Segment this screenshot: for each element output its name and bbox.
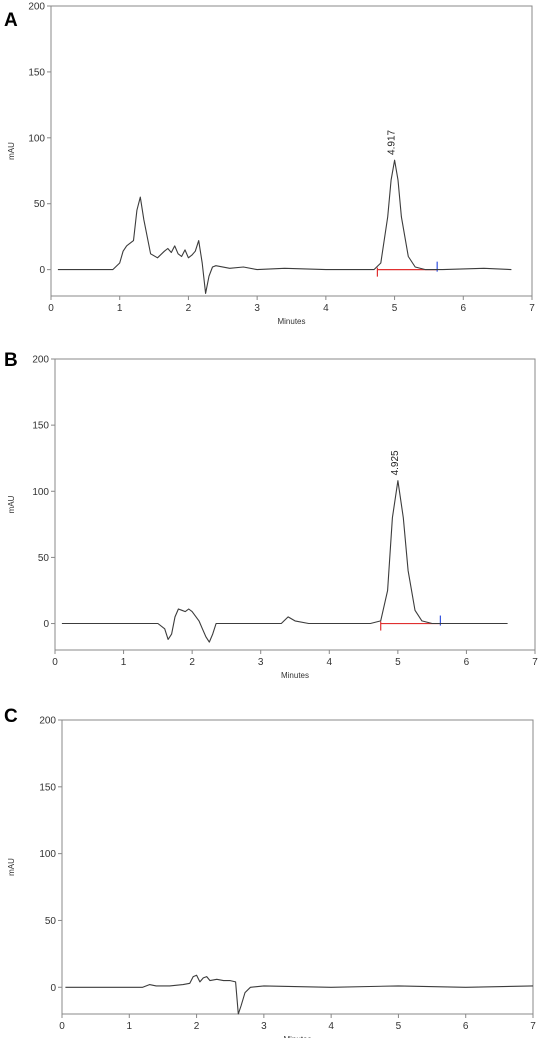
y-tick-label: 100 — [32, 487, 49, 498]
panel-letter: A — [4, 10, 18, 31]
x-tick-label: 1 — [127, 1021, 133, 1032]
x-tick-label: 4 — [328, 1021, 334, 1032]
x-tick-label: 7 — [530, 1021, 536, 1032]
y-tick-label: 200 — [32, 355, 49, 366]
y-tick-label: 150 — [32, 421, 49, 432]
x-tick-label: 5 — [392, 303, 398, 314]
x-axis-label: Minutes — [281, 671, 309, 680]
x-tick-label: 6 — [463, 1021, 469, 1032]
y-tick-label: 200 — [28, 2, 45, 13]
plot-frame — [54, 358, 536, 651]
y-tick-label: 50 — [38, 553, 50, 564]
x-tick-label: 4 — [327, 657, 333, 668]
x-tick-label: 3 — [258, 657, 264, 668]
y-tick-label: 50 — [45, 916, 57, 927]
y-tick-label: 150 — [39, 782, 56, 793]
x-tick-label: 3 — [254, 303, 260, 314]
x-tick-label: 2 — [186, 303, 192, 314]
peak-label: 4.917 — [387, 129, 398, 154]
chromatogram-trace — [65, 974, 534, 1015]
y-tick-label: 100 — [28, 133, 45, 144]
plot-frame — [61, 719, 534, 1015]
x-tick-label: 0 — [59, 1021, 65, 1032]
x-tick-label: 0 — [48, 303, 54, 314]
x-tick-label: 5 — [396, 1021, 402, 1032]
chromatogram-trace — [61, 480, 508, 643]
y-tick-label: 0 — [39, 265, 45, 276]
chart-panel-c: 0 50 100 150 200 0 1 2 3 4 5 6 7 Minutes mAU C — [0, 692, 540, 1038]
y-axis-label: mAU — [7, 858, 16, 876]
x-tick-label: 4 — [323, 303, 329, 314]
chart-svg-c: 0 50 100 150 200 0 1 2 3 4 5 6 7 Minutes mAU — [7, 716, 536, 1038]
x-tick-label: 2 — [194, 1021, 200, 1032]
y-tick-label: 0 — [50, 983, 56, 994]
y-axis-label: mAU — [7, 142, 16, 160]
x-tick-label: 7 — [532, 657, 538, 668]
peak-label: 4.925 — [390, 450, 401, 475]
panel-letter: C — [4, 706, 18, 727]
x-tick-label: 1 — [121, 657, 127, 668]
y-tick-label: 200 — [39, 716, 56, 727]
x-tick-label: 7 — [529, 303, 535, 314]
y-axis-label: mAU — [7, 495, 16, 513]
x-tick-label: 0 — [52, 657, 58, 668]
x-tick-label: 2 — [189, 657, 195, 668]
x-tick-label: 5 — [395, 657, 401, 668]
y-tick-label: 50 — [34, 199, 46, 210]
x-tick-label: 6 — [461, 303, 467, 314]
x-axis-label: Minutes — [283, 1035, 311, 1038]
chart-panel-b: 0 50 100 150 200 0 1 2 3 4 5 6 7 Minutes mAU 4.925 B — [0, 346, 540, 692]
chart-panel-a: 0 50 100 150 200 0 1 2 3 4 5 6 7 Minutes mAU 4.917 A — [0, 0, 540, 346]
x-axis-label: Minutes — [277, 317, 305, 326]
plot-frame — [50, 5, 533, 297]
y-tick-label: 150 — [28, 67, 45, 78]
chart-svg-a: 0 50 100 150 200 0 1 2 3 4 5 6 7 Minutes mAU 4.917 — [7, 2, 535, 327]
x-tick-label: 6 — [464, 657, 470, 668]
panel-letter: B — [4, 350, 18, 371]
y-tick-label: 0 — [43, 619, 49, 630]
x-tick-label: 3 — [261, 1021, 267, 1032]
chart-svg-b: 0 50 100 150 200 0 1 2 3 4 5 6 7 Minutes mAU 4.925 — [7, 355, 538, 681]
x-tick-label: 1 — [117, 303, 123, 314]
y-tick-label: 100 — [39, 849, 56, 860]
chromatogram-trace — [57, 159, 512, 294]
